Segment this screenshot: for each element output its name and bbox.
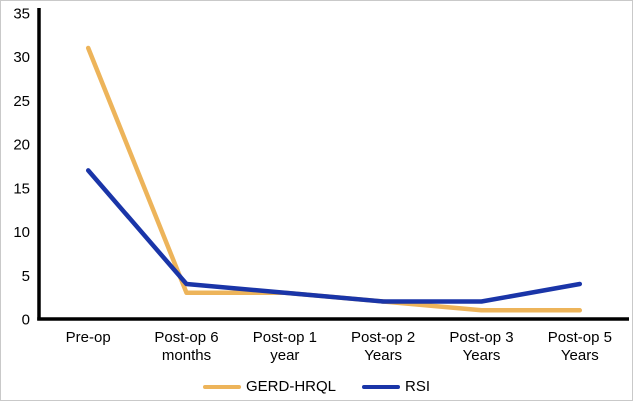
x-category-label: Pre-op	[66, 329, 111, 346]
gerd-hrql-line-swatch-icon	[202, 384, 241, 389]
x-category-label: Post-op 6 months	[154, 329, 218, 364]
x-category-label: Post-op 3 Years	[449, 329, 513, 364]
legend-item-gerd-hrql: GERD-HRQL	[202, 378, 336, 395]
rsi-line-swatch-icon	[362, 384, 400, 389]
legend-item-rsi: RSI	[362, 379, 430, 394]
x-category-label: Post-op 5 Years	[548, 329, 612, 364]
chart-legend: GERD-HRQL RSI	[1, 379, 632, 394]
series-line-rsi	[85, 168, 583, 304]
y-tick-label: 35	[13, 6, 30, 23]
x-category-label: Post-op 1 year	[253, 329, 317, 364]
x-category-label: Post-op 2 Years	[351, 329, 415, 364]
y-tick-label: 25	[13, 93, 30, 110]
legend-label-gerd-hrql: GERD-HRQL	[245, 378, 336, 395]
legend-label-rsi: RSI	[405, 378, 431, 395]
y-tick-label: 15	[13, 180, 30, 197]
series-line-gerd-hrql	[85, 45, 583, 313]
y-tick-label: 20	[13, 137, 30, 154]
y-tick-label: 5	[22, 268, 30, 285]
y-tick-label: 30	[13, 49, 30, 66]
y-tick-label: 0	[22, 312, 30, 329]
y-tick-label: 10	[13, 224, 30, 241]
